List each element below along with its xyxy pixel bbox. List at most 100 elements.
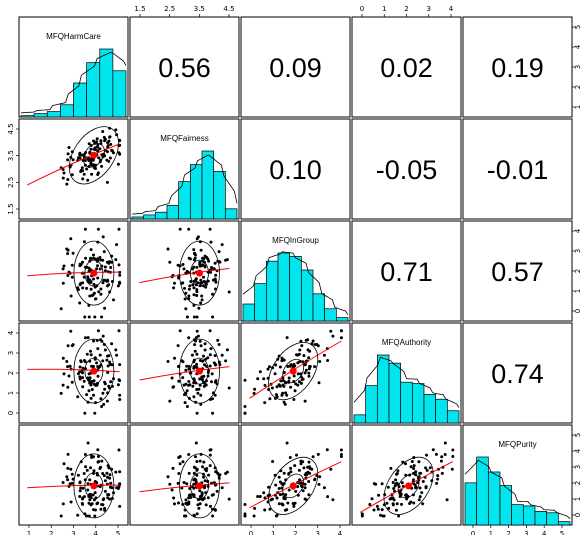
data-point bbox=[200, 263, 204, 267]
data-point bbox=[387, 506, 391, 510]
data-point bbox=[209, 504, 212, 508]
data-point bbox=[220, 353, 224, 357]
data-point bbox=[192, 395, 196, 399]
data-point bbox=[78, 480, 82, 484]
data-point bbox=[168, 260, 172, 264]
data-point bbox=[195, 460, 199, 463]
data-point bbox=[166, 475, 170, 479]
correlation-ellipse bbox=[383, 456, 434, 515]
data-point bbox=[296, 485, 300, 489]
data-point bbox=[431, 448, 435, 452]
data-point bbox=[285, 508, 289, 512]
data-point bbox=[118, 281, 122, 285]
data-point bbox=[195, 388, 199, 391]
data-point bbox=[307, 460, 311, 464]
data-point bbox=[184, 368, 188, 372]
bottom-tick-label: 1 bbox=[27, 530, 31, 535]
data-point bbox=[168, 399, 172, 403]
data-point bbox=[109, 380, 113, 384]
data-point bbox=[183, 401, 187, 405]
data-point bbox=[443, 441, 447, 445]
data-point bbox=[417, 498, 421, 502]
data-point bbox=[199, 248, 203, 252]
data-point bbox=[189, 495, 193, 499]
data-point bbox=[83, 336, 87, 340]
data-point bbox=[297, 380, 301, 384]
data-point bbox=[208, 464, 212, 468]
data-point bbox=[440, 455, 444, 459]
data-point bbox=[379, 513, 382, 517]
correlation-value: 0.74 bbox=[491, 359, 544, 389]
data-point bbox=[112, 298, 115, 302]
data-point bbox=[200, 376, 204, 380]
data-point bbox=[204, 383, 208, 387]
data-point bbox=[287, 472, 291, 476]
data-point bbox=[414, 470, 418, 474]
data-point bbox=[192, 303, 196, 307]
correlation-ellipse bbox=[73, 453, 115, 519]
data-point bbox=[391, 481, 395, 484]
data-point bbox=[70, 344, 74, 348]
data-point bbox=[83, 453, 87, 456]
data-point bbox=[386, 485, 390, 489]
data-point bbox=[195, 512, 199, 516]
panel-frame-4-2 bbox=[240, 424, 351, 526]
data-point bbox=[292, 398, 296, 401]
data-point bbox=[185, 364, 189, 368]
data-point bbox=[303, 473, 307, 477]
data-point bbox=[224, 359, 228, 363]
panel-frame-1-2 bbox=[240, 118, 351, 220]
data-point bbox=[383, 493, 387, 497]
hist-bar bbox=[353, 414, 367, 424]
data-point bbox=[322, 486, 326, 490]
data-point bbox=[303, 371, 307, 375]
hist-bar bbox=[388, 362, 402, 424]
data-point bbox=[191, 283, 195, 287]
loess-line bbox=[27, 484, 120, 489]
bottom-tick-label: 0 bbox=[471, 530, 475, 535]
correlation-value: 0.09 bbox=[269, 53, 322, 83]
data-point bbox=[88, 376, 92, 380]
hist-bar bbox=[435, 398, 448, 424]
data-point bbox=[101, 281, 105, 285]
data-point bbox=[213, 277, 217, 281]
data-point bbox=[195, 290, 199, 294]
bottom-tick-label: 4 bbox=[542, 530, 547, 535]
data-point bbox=[81, 153, 84, 157]
bottom-tick-label: 5 bbox=[116, 530, 120, 535]
data-point bbox=[88, 478, 92, 482]
data-point bbox=[107, 466, 111, 470]
data-point bbox=[296, 383, 300, 387]
data-point bbox=[192, 377, 196, 381]
data-point bbox=[428, 466, 432, 470]
right-tick-label: 3 bbox=[574, 465, 582, 469]
data-point bbox=[103, 269, 107, 273]
data-point bbox=[65, 182, 69, 186]
data-point bbox=[78, 495, 82, 498]
data-point bbox=[170, 376, 174, 380]
data-point bbox=[424, 466, 428, 470]
data-point bbox=[100, 405, 104, 408]
data-point bbox=[208, 353, 212, 357]
mean-point bbox=[289, 367, 297, 375]
right-tick-label: 1 bbox=[574, 497, 582, 501]
data-point bbox=[192, 315, 196, 319]
data-point bbox=[274, 393, 278, 397]
data-point bbox=[195, 411, 199, 415]
data-point bbox=[96, 374, 100, 378]
data-point bbox=[194, 455, 197, 459]
data-point bbox=[83, 159, 87, 162]
data-point bbox=[208, 227, 212, 231]
data-point bbox=[274, 483, 278, 487]
data-point bbox=[61, 356, 65, 360]
data-point bbox=[118, 363, 122, 367]
variable-name: MFQPurity bbox=[498, 440, 536, 449]
data-point bbox=[78, 365, 82, 369]
hist-bar bbox=[112, 70, 127, 118]
data-point bbox=[303, 399, 307, 403]
right-tick-label: 2 bbox=[574, 269, 582, 273]
data-point bbox=[89, 248, 93, 252]
hist-bar bbox=[143, 214, 156, 220]
data-point bbox=[173, 281, 176, 285]
data-point bbox=[286, 365, 290, 368]
